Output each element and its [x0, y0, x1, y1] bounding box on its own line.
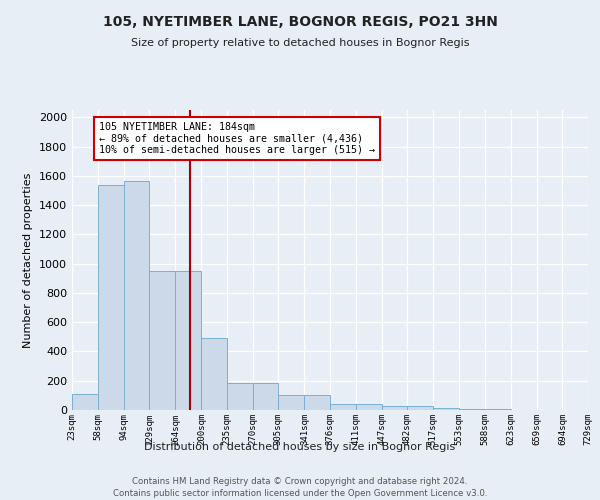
- Bar: [175, 271, 202, 410]
- Bar: [227, 383, 253, 410]
- Bar: [124, 181, 149, 410]
- Bar: [433, 408, 460, 410]
- Bar: [72, 394, 98, 410]
- Bar: [356, 404, 382, 410]
- Text: Size of property relative to detached houses in Bognor Regis: Size of property relative to detached ho…: [131, 38, 469, 48]
- Bar: [98, 184, 124, 410]
- Text: 105, NYETIMBER LANE, BOGNOR REGIS, PO21 3HN: 105, NYETIMBER LANE, BOGNOR REGIS, PO21 …: [103, 15, 497, 29]
- Bar: [278, 396, 304, 410]
- Text: Contains public sector information licensed under the Open Government Licence v3: Contains public sector information licen…: [113, 489, 487, 498]
- Bar: [149, 271, 175, 410]
- Bar: [382, 406, 407, 410]
- Text: 105 NYETIMBER LANE: 184sqm
← 89% of detached houses are smaller (4,436)
10% of s: 105 NYETIMBER LANE: 184sqm ← 89% of deta…: [99, 122, 375, 155]
- Bar: [330, 404, 356, 410]
- Y-axis label: Number of detached properties: Number of detached properties: [23, 172, 34, 348]
- Text: Distribution of detached houses by size in Bognor Regis: Distribution of detached houses by size …: [145, 442, 455, 452]
- Text: Contains HM Land Registry data © Crown copyright and database right 2024.: Contains HM Land Registry data © Crown c…: [132, 478, 468, 486]
- Bar: [407, 406, 433, 410]
- Bar: [253, 383, 278, 410]
- Bar: [304, 396, 330, 410]
- Bar: [202, 338, 227, 410]
